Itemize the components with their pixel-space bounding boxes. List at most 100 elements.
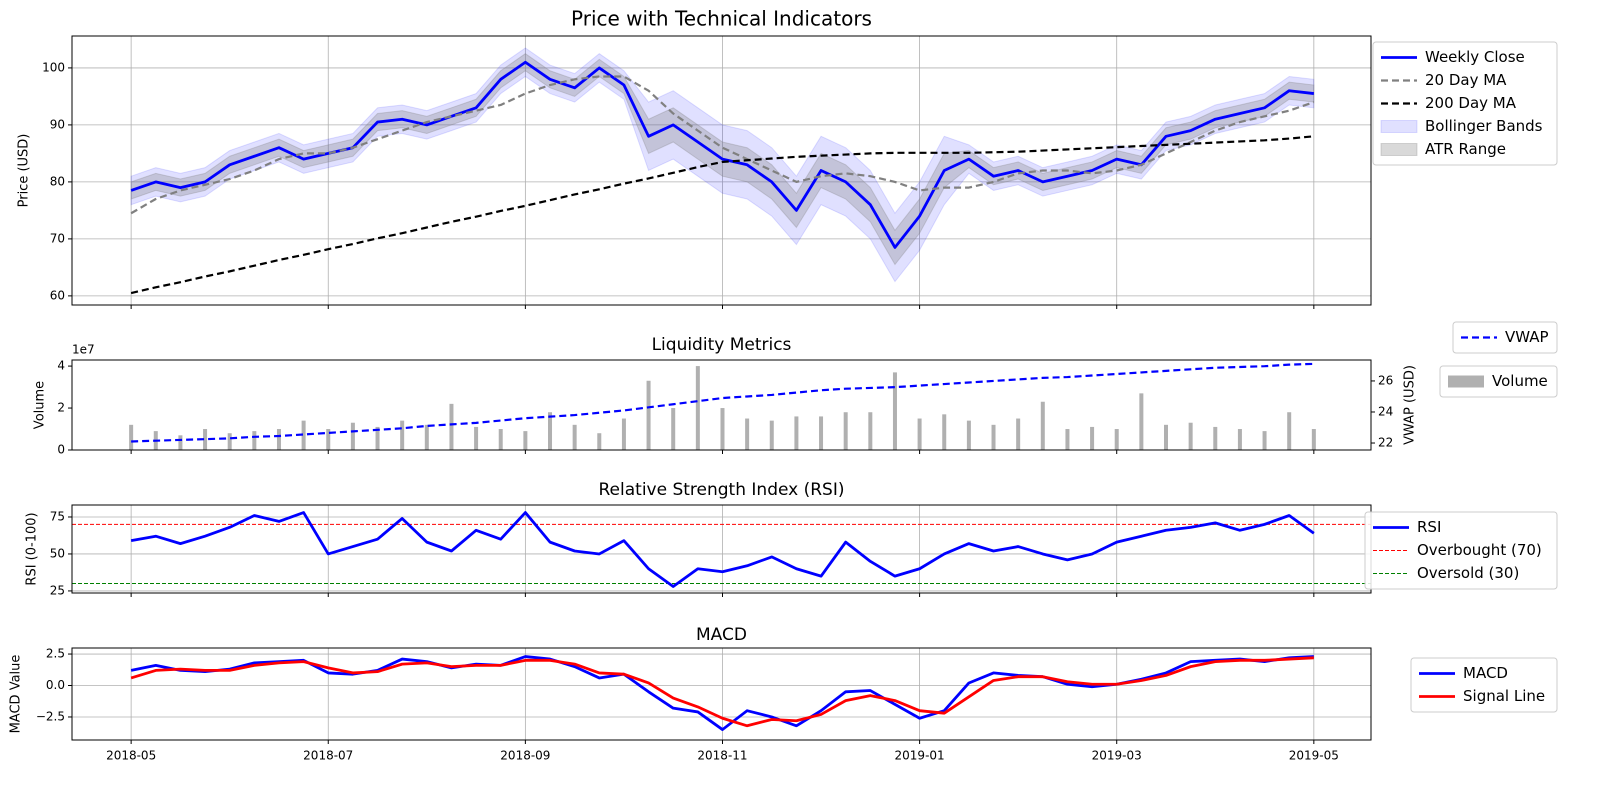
legend-label: 20 Day MA — [1425, 71, 1507, 89]
legend-box — [1439, 365, 1558, 398]
bar — [301, 420, 306, 450]
legend-swatch — [1448, 375, 1484, 388]
y-tick-label: 70 — [50, 231, 65, 245]
bar — [276, 429, 281, 450]
bar — [991, 424, 996, 450]
bar — [769, 420, 774, 450]
x-tick-label: 2019-05 — [1289, 749, 1339, 763]
bar — [572, 424, 577, 450]
bar — [1287, 412, 1292, 450]
legend-swatch — [1380, 120, 1418, 133]
bar — [695, 366, 700, 450]
bar — [424, 424, 429, 450]
bar — [178, 435, 183, 450]
bar — [1016, 418, 1021, 450]
bar — [449, 403, 454, 450]
y-tick-label: 50 — [50, 546, 65, 560]
bar — [942, 414, 947, 450]
bar — [400, 420, 405, 450]
bar — [350, 422, 355, 450]
panel-title: Price with Technical Indicators — [571, 7, 872, 31]
x-tick-label: 2018-05 — [106, 749, 156, 763]
y-axis-label: MACD Value — [9, 655, 24, 734]
y-tick-label: 25 — [50, 583, 65, 597]
bar — [203, 429, 208, 450]
y2-tick-label: 24 — [1378, 404, 1393, 418]
panel-title: Relative Strength Index (RSI) — [599, 480, 845, 500]
y-tick-label: 0.0 — [46, 678, 65, 692]
bar — [227, 433, 232, 450]
bar — [917, 418, 922, 450]
y-tick-label: 2.5 — [46, 647, 65, 661]
bar — [1139, 393, 1144, 450]
legend-label: RSI — [1417, 518, 1441, 536]
bar — [843, 412, 848, 450]
y-tick-label: −2.5 — [36, 709, 65, 723]
line — [130, 656, 1314, 728]
y-tick-label: 2 — [57, 401, 65, 415]
legend-label: Bollinger Bands — [1425, 117, 1543, 135]
y-axis-label: RSI (0-100) — [25, 512, 40, 585]
legend-box — [1372, 41, 1558, 166]
x-tick-label: 2018-09 — [500, 749, 550, 763]
bar — [129, 424, 134, 450]
bar — [1213, 426, 1218, 450]
bar — [597, 433, 602, 450]
legend-label: VWAP — [1505, 328, 1549, 346]
bar — [621, 418, 626, 450]
y-tick-label: 4 — [57, 359, 65, 373]
bar — [1114, 429, 1119, 450]
x-tick-label: 2018-07 — [303, 749, 353, 763]
bar — [326, 429, 331, 450]
y-tick-label: 100 — [42, 60, 65, 74]
bar — [671, 408, 676, 450]
plot-frame — [71, 359, 1372, 451]
panel-title: MACD — [696, 625, 747, 645]
x-tick-label: 2019-03 — [1092, 749, 1142, 763]
bar — [892, 372, 897, 450]
x-tick-label: 2018-11 — [697, 749, 747, 763]
panel-title: Liquidity Metrics — [652, 335, 792, 355]
bar — [745, 418, 750, 450]
bar — [794, 416, 799, 450]
y-axis-label: Price (USD) — [17, 134, 32, 208]
bar — [1237, 429, 1242, 450]
bar — [966, 420, 971, 450]
bar — [1262, 431, 1267, 450]
plot-frame — [71, 35, 1372, 306]
line — [130, 60, 1315, 249]
legend-box — [1364, 511, 1558, 590]
legend-label: 200 Day MA — [1425, 94, 1517, 112]
legend-label: Oversold (30) — [1417, 564, 1519, 582]
bar — [1163, 424, 1168, 450]
legend-label: ATR Range — [1425, 140, 1506, 158]
bar — [498, 429, 503, 450]
bar — [720, 408, 725, 450]
y2-tick-label: 26 — [1378, 373, 1393, 387]
y2-tick-label: 22 — [1378, 436, 1393, 450]
y-tick-label: 75 — [50, 509, 65, 523]
legend-label: MACD — [1463, 664, 1508, 682]
legend-box — [1452, 321, 1558, 354]
band — [130, 47, 1315, 283]
bar — [868, 412, 873, 450]
y-tick-label: 80 — [50, 174, 65, 188]
bar — [646, 380, 651, 450]
bar — [1188, 422, 1193, 450]
bar — [1040, 401, 1045, 450]
legend-label: Weekly Close — [1425, 48, 1525, 66]
bar — [819, 416, 824, 450]
legend-label: Overbought (70) — [1417, 541, 1542, 559]
bar — [1065, 429, 1070, 450]
y-tick-label: 0 — [57, 443, 65, 457]
legend-label: Volume — [1492, 372, 1548, 390]
legend-label: Signal Line — [1463, 687, 1545, 705]
line — [130, 75, 1315, 215]
bar — [1311, 429, 1316, 450]
bar — [252, 431, 257, 450]
bar — [1090, 426, 1095, 450]
legend-box — [1410, 657, 1558, 713]
y-axis-label: Volume — [33, 381, 48, 429]
bar — [548, 412, 553, 450]
